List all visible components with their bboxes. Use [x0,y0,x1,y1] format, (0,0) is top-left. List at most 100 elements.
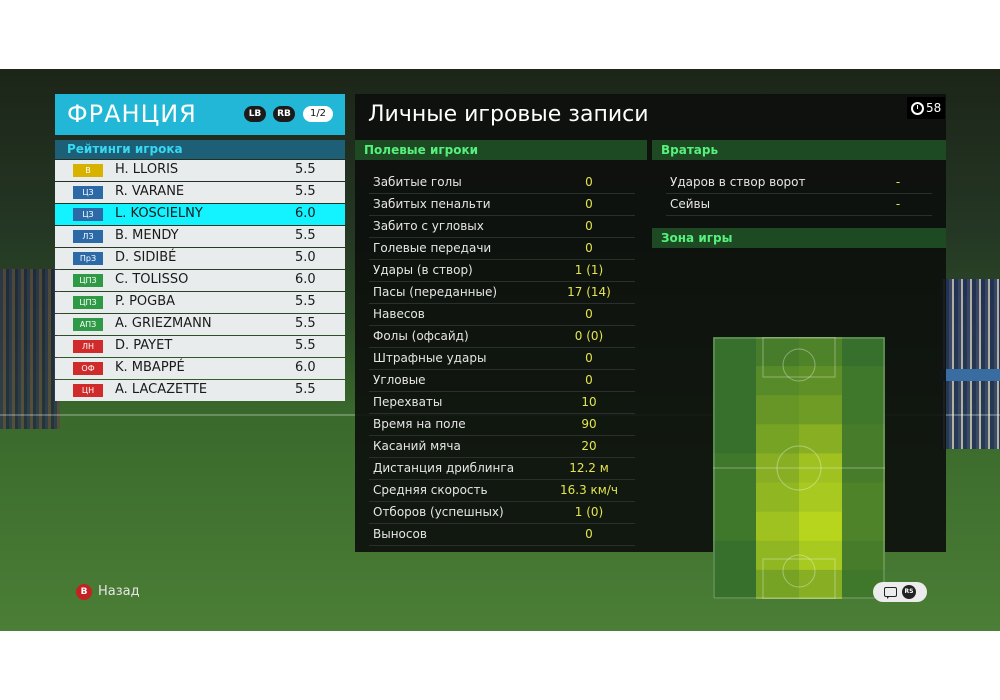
stat-row: Отборов (успешных) 1 (0) [369,502,635,524]
player-rating: 5.5 [295,162,316,177]
player-name: P. POGBA [115,294,176,309]
player-rating: 5.5 [295,382,316,397]
player-row[interactable]: ЛЗ B. MENDY 5.5 [55,226,345,247]
chat-icon[interactable] [884,587,897,599]
pitch-marking [713,337,885,599]
position-badge: ЦПЗ [73,296,103,309]
back-label[interactable]: Назад [98,584,140,599]
stat-row: Забитые голы 0 [369,172,635,194]
position-badge: ЦН [73,384,103,397]
stat-row: Штрафные удары 0 [369,348,635,370]
gk-stat-row: Сейвы - [666,194,932,216]
player-row[interactable]: ОФ K. MBAPPÉ 6.0 [55,358,345,379]
pitch-marking [762,337,836,378]
heatmap-cell [756,424,800,454]
player-row[interactable]: АПЗ A. GRIEZMANN 5.5 [55,314,345,335]
stat-label: Пасы (переданные) [373,285,498,299]
goalkeeper-stats-list: Ударов в створ ворот - Сейвы - [666,172,932,216]
player-row[interactable]: ЦПЗ P. POGBA 5.5 [55,292,345,313]
heatmap-cell [756,366,800,396]
heatmap-cell [842,424,885,454]
player-row[interactable]: ЦЗ R. VARANE 5.5 [55,182,345,203]
field-players-title: Полевые игроки [364,143,479,157]
stat-label: Забито с угловых [373,219,484,233]
stat-label: Отборов (успешных) [373,505,504,519]
play-zone-header: Зона игры [652,228,946,248]
player-rating: 6.0 [295,272,316,287]
player-row[interactable]: ЦЗ L. KOSCIELNY 6.0 [55,204,345,225]
player-name: C. TOLISSO [115,272,189,287]
goalkeeper-header: Вратарь [652,140,946,160]
position-badge: ЛЗ [73,230,103,243]
heatmap-cell [756,453,800,484]
heatmap-cell [713,366,757,396]
position-badge: В [73,164,103,177]
player-row[interactable]: ЦПЗ C. TOLISSO 6.0 [55,270,345,291]
player-row[interactable]: ЛН D. PAYET 5.5 [55,336,345,357]
lb-button-icon[interactable]: LB [244,106,266,122]
rs-button-icon[interactable]: RS [902,585,916,599]
player-row[interactable]: В H. LLORIS 5.5 [55,160,345,181]
ad-board [940,369,1000,381]
stat-label: Дистанция дриблинга [373,461,515,475]
player-name: R. VARANE [115,184,185,199]
stat-label: Касаний мяча [373,439,461,453]
stat-row: Выносов 0 [369,524,635,546]
stat-value: 12.2 м [569,461,609,475]
stat-value: 17 (14) [567,285,611,299]
heatmap-cell [799,337,843,367]
heatmap-cell [713,511,757,542]
player-name: L. KOSCIELNY [115,206,203,221]
player-row[interactable]: ЦН A. LACAZETTE 5.5 [55,380,345,401]
player-name: D. SIDIBÉ [115,250,177,265]
stat-label: Забитые голы [373,175,462,189]
heatmap-cell [756,395,800,425]
stat-value: 0 [585,307,593,321]
heatmap-cell [713,395,757,425]
rb-button-icon[interactable]: RB [273,106,295,122]
position-badge: ЦЗ [73,208,103,221]
page-indicator: 1/2 [303,106,333,122]
pitch-marking [776,445,822,491]
player-rating: 5.5 [295,228,316,243]
stat-label: Забитых пенальти [373,197,491,211]
goalkeeper-title: Вратарь [661,143,719,157]
stat-label: Штрафные удары [373,351,487,365]
b-button-icon[interactable]: B [76,584,92,600]
chat-controls[interactable]: RS [873,582,927,602]
player-name: A. LACAZETTE [115,382,208,397]
heatmap-cell [713,424,757,454]
player-name: B. MENDY [115,228,179,243]
stat-row: Угловые 0 [369,370,635,392]
stat-value: 16.3 км/ч [560,483,618,497]
player-rating: 6.0 [295,206,316,221]
stat-value: 10 [581,395,597,409]
pitch-marking [782,348,816,382]
heatmap-cell [713,337,757,367]
play-zone-title: Зона игры [661,231,733,245]
position-badge: ЛН [73,340,103,353]
field-players-header: Полевые игроки [355,140,647,160]
stat-row: Забито с угловых 0 [369,216,635,238]
heatmap-cell [713,540,757,571]
stat-value: 0 [585,219,593,233]
stat-label: Угловые [373,373,426,387]
stat-label: Фолы (офсайд) [373,329,469,343]
heatmap-cell [799,366,843,396]
player-rating: 5.0 [295,250,316,265]
position-badge: ЦПЗ [73,274,103,287]
gk-stat-value: - [895,197,901,211]
position-badge: ЦЗ [73,186,103,199]
clock-icon [911,102,924,115]
player-rating: 5.5 [295,294,316,309]
player-row[interactable]: ПрЗ D. SIDIBÉ 5.0 [55,248,345,269]
stat-label: Голевые передачи [373,241,492,255]
stadium-stand-left [0,269,60,429]
player-rating: 6.0 [295,360,316,375]
stat-row: Забитых пенальти 0 [369,194,635,216]
stat-label: Время на поле [373,417,466,431]
heatmap-cell [842,366,885,396]
heatmap-cell [799,540,843,571]
stat-value: 0 [585,527,593,541]
heatmap-cell [842,395,885,425]
